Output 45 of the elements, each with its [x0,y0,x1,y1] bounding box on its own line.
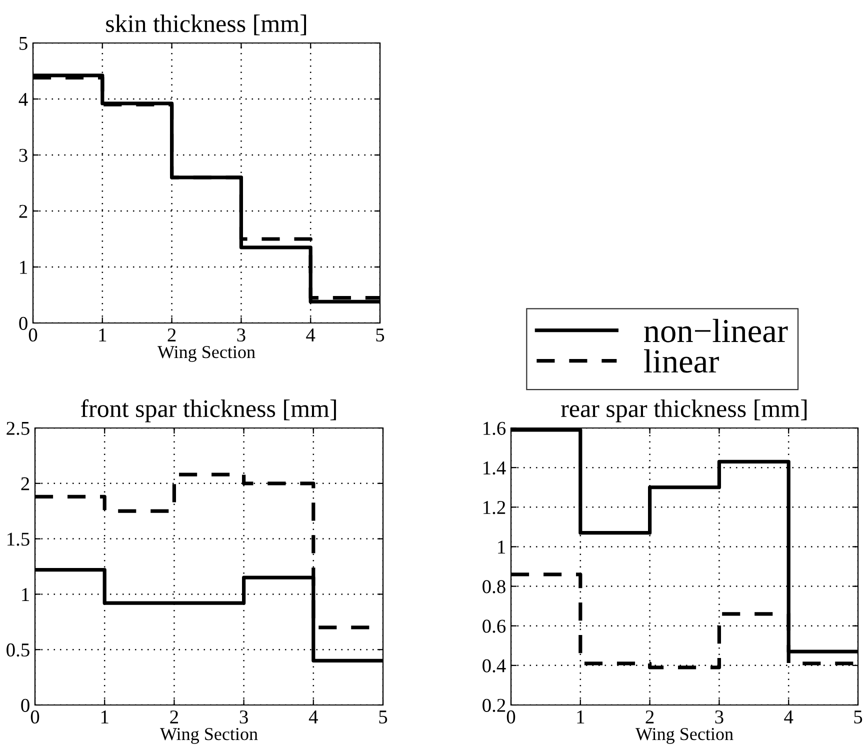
y-tick-label: 1 [20,260,27,274]
y-tick-label: 2 [19,204,28,218]
y-tick-label: 3 [19,148,28,162]
x-tick-label: 1 [99,328,106,342]
x-tick-label: 0 [506,710,516,724]
y-tick-label: 1 [498,540,505,554]
x-tick-label: 1 [577,710,584,724]
x-tick-label: 4 [784,710,794,724]
chart-title: skin thickness [mm] [106,14,306,36]
x-tick-label: 2 [646,710,654,724]
y-tick-label: 1.4 [484,461,506,475]
y-tick-label: 0.4 [482,659,506,672]
x-tick-label: 5 [376,328,384,342]
x-tick-label: 2 [168,328,176,342]
chart-title: rear spar thickness [mm] [561,400,807,422]
y-tick-label: 5 [20,37,28,50]
x-axis-title: Wing Section [635,728,734,744]
x-tick-label: 0 [30,710,40,724]
x-axis-title: Wing Section [157,346,256,362]
y-tick-label: 2 [21,477,30,490]
y-tick-label: 1 [22,588,29,601]
legend-label: non−linear [644,318,788,342]
y-tick-label: 0.8 [482,580,506,594]
x-tick-label: 2 [170,710,178,724]
y-tick-label: 0 [19,316,28,330]
x-tick-label: 3 [240,710,248,724]
y-tick-label: 1.5 [8,532,30,546]
x-tick-label: 4 [308,710,318,724]
x-tick-label: 4 [306,328,316,342]
legend-label: linear [644,349,719,373]
y-tick-label: 1.6 [484,422,506,436]
y-tick-label: 0.6 [482,620,506,633]
x-tick-label: 3 [237,328,246,342]
y-tick-label: 0.2 [482,698,506,712]
y-tick-label: 4 [18,92,28,106]
chart-title: front spar thickness [mm] [80,399,336,422]
y-tick-label: 0 [21,698,30,712]
y-tick-label: 1.2 [484,501,506,514]
y-tick-label: 0.5 [6,643,30,657]
x-tick-label: 3 [715,710,724,724]
x-tick-label: 5 [379,710,388,724]
x-tick-label: 5 [854,710,862,724]
x-tick-label: 1 [101,710,108,724]
y-tick-label: 2.5 [6,422,30,436]
x-axis-title: Wing Section [160,728,258,744]
